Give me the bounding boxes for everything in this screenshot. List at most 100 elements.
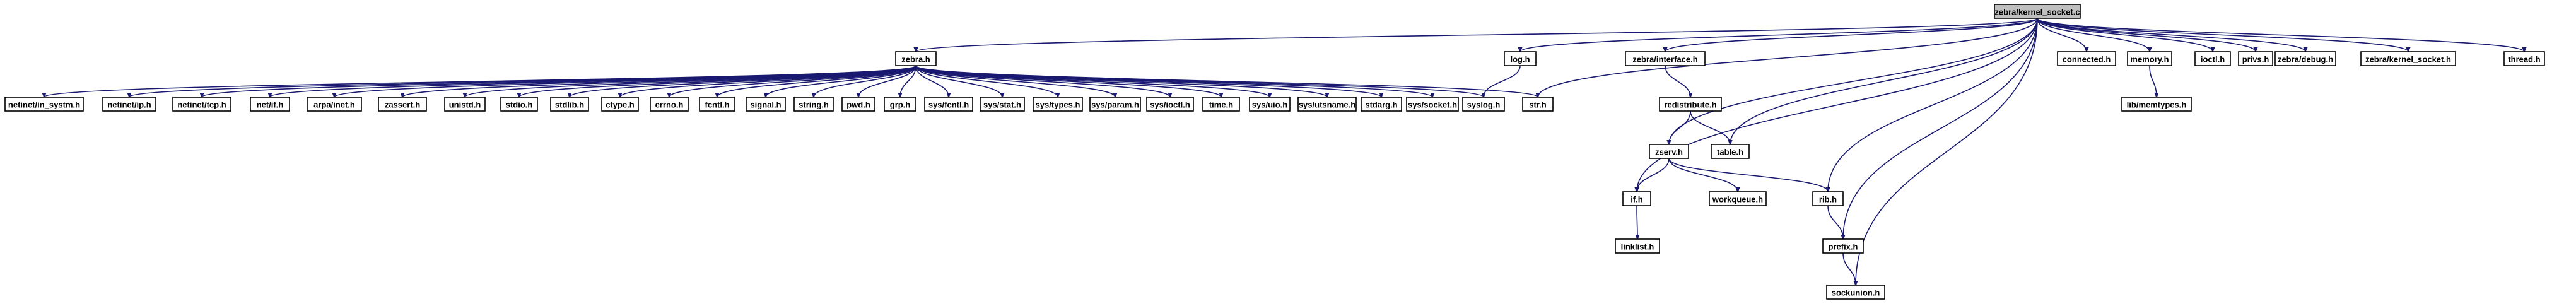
node-box (1033, 97, 1083, 112)
node-label: netinet/tcp.h (177, 100, 226, 110)
node-sys-socket[interactable]: sys/socket.h (1406, 97, 1459, 112)
node-stdio[interactable]: stdio.h (500, 97, 538, 112)
node-box (1812, 191, 1844, 206)
node-memory-h[interactable]: memory.h (2127, 51, 2172, 66)
node-connected[interactable]: connected.h (2057, 51, 2116, 66)
node-box (550, 97, 589, 112)
node-str-h[interactable]: str.h (1522, 97, 1554, 112)
node-time-h[interactable]: time.h (1202, 97, 1240, 112)
node-errno[interactable]: errno.h (650, 97, 689, 112)
node-box (650, 97, 689, 112)
node-workqueue[interactable]: workqueue.h (1709, 191, 1767, 206)
edge-root-to-prefix_h (1843, 18, 2038, 239)
node-grp[interactable]: grp.h (884, 97, 916, 112)
node-box (1709, 191, 1767, 206)
node-box (1462, 97, 1505, 112)
edge-root-to-log_h (1520, 18, 2038, 52)
node-root[interactable]: zebra/kernel_socket.c (1994, 4, 2081, 19)
node-zserv[interactable]: zserv.h (1649, 144, 1689, 159)
node-label: workqueue.h (1712, 195, 1763, 204)
node-box (102, 97, 156, 112)
node-box (1249, 97, 1291, 112)
edge-root-to-zebra_h (916, 18, 2038, 52)
node-signal[interactable]: signal.h (746, 97, 786, 112)
node-label: stdlib.h (555, 100, 584, 110)
node-log-h[interactable]: log.h (1504, 51, 1537, 66)
node-label: zebra/kernel_socket.h (2365, 55, 2451, 64)
node-stdlib[interactable]: stdlib.h (550, 97, 589, 112)
node-sys-ioctl[interactable]: sys/ioctl.h (1146, 97, 1194, 112)
node-box (1406, 97, 1459, 112)
node-label: sockunion.h (1832, 288, 1880, 298)
node-sys-param[interactable]: sys/param.h (1089, 97, 1141, 112)
node-zebra-h[interactable]: zebra.h (895, 51, 937, 66)
node-unistd[interactable]: unistd.h (444, 97, 486, 112)
node-string[interactable]: string.h (793, 97, 834, 112)
edge-root-to-sockunion (1856, 18, 2038, 285)
node-stdarg[interactable]: stdarg.h (1361, 97, 1402, 112)
node-label: sys/utsname.h (1299, 100, 1355, 110)
node-label: zassert.h (385, 100, 420, 110)
node-label: errno.h (655, 100, 684, 110)
node-sockunion[interactable]: sockunion.h (1826, 285, 1885, 300)
node-box (250, 97, 290, 112)
node-ctype[interactable]: ctype.h (601, 97, 639, 112)
node-label: sys/socket.h (1408, 100, 1457, 110)
node-arpa-inet[interactable]: arpa/inet.h (307, 97, 362, 112)
edge-zebra_h-to-netinet_tcp (202, 65, 916, 97)
node-fcntl[interactable]: fcntl.h (699, 97, 735, 112)
node-sys-stat[interactable]: sys/stat.h (980, 97, 1025, 112)
edge-zebra_h-to-sys_socket (915, 65, 1432, 97)
edge-zebra_h-to-sys_fcntl (915, 65, 949, 97)
node-zebra-interface[interactable]: zebra/interface.h (1625, 51, 1706, 66)
node-label: connected.h (2063, 55, 2111, 64)
edge-zebra_h-to-signal (766, 65, 916, 97)
node-box (746, 97, 786, 112)
node-label: zebra/debug.h (2278, 55, 2333, 64)
node-label: stdarg.h (1365, 100, 1397, 110)
node-linklist[interactable]: linklist.h (1615, 238, 1660, 254)
node-zebra-kernel-socket[interactable]: zebra/kernel_socket.h (2360, 51, 2456, 66)
node-label: sys/stat.h (983, 100, 1021, 110)
edge-zebra_h-to-sys_param (915, 65, 1115, 97)
node-box (2057, 51, 2116, 66)
node-label: lib/memtypes.h (2127, 100, 2187, 110)
node-rib-h[interactable]: rib.h (1812, 191, 1844, 206)
node-zebra-debug[interactable]: zebra/debug.h (2274, 51, 2336, 66)
node-netinet-tcp[interactable]: netinet/tcp.h (172, 97, 231, 112)
node-box (2121, 97, 2192, 112)
node-zassert[interactable]: zassert.h (378, 97, 427, 112)
node-label: zebra/interface.h (1632, 55, 1697, 64)
node-privs[interactable]: privs.h (2238, 51, 2273, 66)
edge-root-to-zebra_kernel_socket (2037, 18, 2408, 52)
node-sys-utsname[interactable]: sys/utsname.h (1297, 97, 1357, 112)
node-net-if[interactable]: net/if.h (250, 97, 290, 112)
node-pwd[interactable]: pwd.h (841, 97, 875, 112)
node-label: sys/uio.h (1252, 100, 1287, 110)
node-syslog[interactable]: syslog.h (1462, 97, 1505, 112)
node-label: string.h (799, 100, 829, 110)
node-box (1622, 191, 1651, 206)
node-box (1994, 4, 2081, 19)
node-label: memory.h (2130, 55, 2169, 64)
node-label: unistd.h (449, 100, 481, 110)
node-lib-memtypes[interactable]: lib/memtypes.h (2121, 97, 2192, 112)
node-label: str.h (1529, 100, 1547, 110)
node-sys-types[interactable]: sys/types.h (1033, 97, 1083, 112)
node-prefix-h[interactable]: prefix.h (1822, 238, 1864, 254)
node-netinet-ip[interactable]: netinet/ip.h (102, 97, 156, 112)
node-thread-h[interactable]: thread.h (2503, 51, 2545, 66)
node-netinet-in-systm[interactable]: netinet/in_systm.h (4, 97, 84, 112)
edge-zserv-to-if_h (1637, 158, 1670, 192)
node-ioctl-h[interactable]: ioctl.h (2194, 51, 2231, 66)
node-redistribute[interactable]: redistribute.h (1659, 97, 1722, 112)
node-sys-uio[interactable]: sys/uio.h (1249, 97, 1291, 112)
node-box (601, 97, 639, 112)
node-sys-fcntl[interactable]: sys/fcntl.h (924, 97, 973, 112)
node-table-h[interactable]: table.h (1711, 144, 1750, 159)
edge-root-to-if_h (1637, 18, 2038, 192)
node-if-h[interactable]: if.h (1622, 191, 1651, 206)
edge-root-to-zserv (1669, 18, 2038, 144)
edge-memory_h-to-lib_memtypes (2149, 65, 2157, 97)
